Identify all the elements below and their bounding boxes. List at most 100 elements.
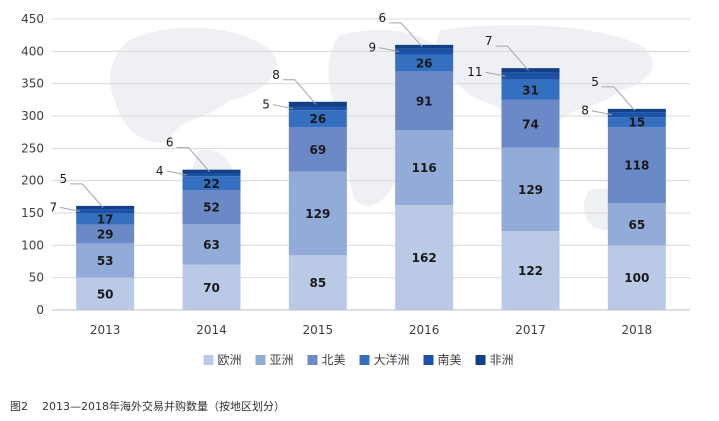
bar-value-label: 65: [628, 218, 645, 232]
y-tick-label: 200: [21, 174, 44, 188]
bar-segment: [76, 243, 135, 278]
x-axis-tick-labels: 2013 2014 2015 2016 2017 2018: [90, 323, 652, 337]
bar-segment: [182, 264, 241, 310]
x-tick-label: 2018: [622, 323, 653, 337]
legend-label: 亚洲: [270, 353, 294, 367]
bar-segment: [395, 44, 454, 49]
bar-value-label: 4: [156, 164, 164, 178]
bar-value-label: 6: [166, 136, 174, 150]
bar-value-label: 69: [309, 143, 326, 157]
x-tick-label: 2013: [90, 323, 121, 337]
legend-swatch: [423, 355, 434, 365]
bar-segment: [395, 54, 454, 72]
bar-value-label: 50: [97, 287, 114, 301]
bar-segment: [288, 106, 347, 111]
y-tick-label: 0: [36, 303, 44, 317]
bar-value-label: 7: [485, 34, 493, 48]
grid-lines: [52, 18, 690, 311]
y-tick-label: 250: [21, 141, 44, 155]
legend-label: 南美: [438, 352, 462, 367]
bar-segment: [607, 126, 666, 204]
bar-value-label: 6: [379, 11, 387, 25]
bar-value-label: 11: [467, 65, 482, 79]
bar-value-label: 129: [305, 207, 330, 221]
bar-value-label: 5: [60, 172, 68, 186]
figure-caption: 图2 2013—2018年海外交易并购数量（按地区划分）: [10, 398, 285, 414]
bar-segment: [182, 223, 241, 265]
legend-item: 南美: [423, 352, 462, 367]
bar-segment: [182, 169, 241, 174]
bar-segment: [76, 277, 135, 310]
bar-segment: [395, 130, 454, 206]
bar-segment: [395, 71, 454, 131]
bar-segment: [607, 203, 666, 246]
bar-segment: [288, 101, 347, 107]
bar-value-label: 70: [203, 281, 220, 295]
y-tick-label: 350: [21, 77, 44, 91]
bar-value-label: 162: [412, 251, 437, 265]
callout-leader-line: [495, 45, 529, 71]
bar-segment: [607, 245, 666, 310]
legend-swatch: [359, 355, 370, 365]
bar-value-label: 26: [416, 56, 433, 70]
bar-value-label: 8: [581, 104, 589, 118]
legend-item: 亚洲: [255, 353, 294, 367]
bar-segment: [501, 147, 560, 232]
bar-segment: [501, 99, 560, 148]
callout-leader-line: [282, 79, 317, 105]
bar-segment: [182, 176, 241, 191]
y-tick-label: 50: [29, 271, 44, 285]
bar-value-label: 122: [518, 264, 543, 278]
bar-segment: [607, 117, 666, 127]
legend-label: 非洲: [490, 353, 514, 367]
bar-segment: [501, 68, 560, 73]
bar-value-label: 8: [272, 68, 280, 82]
legend-label: 欧洲: [218, 353, 242, 367]
legend-item: 北美: [307, 353, 346, 367]
bar-value-label: 31: [522, 83, 539, 97]
x-tick-label: 2014: [196, 323, 227, 337]
x-tick-label: 2017: [515, 323, 546, 337]
bar-segment: [182, 173, 241, 177]
bar-segment: [76, 205, 135, 210]
bar-stack: 85 129 69 26 5 8: [262, 68, 347, 310]
legend-label: 北美: [322, 353, 346, 367]
bar-segment: [76, 213, 135, 225]
legend-swatch: [255, 355, 266, 365]
legend-item: 非洲: [475, 353, 514, 367]
figure-caption-text: 2013—2018年海外交易并购数量（按地区划分）: [42, 400, 285, 413]
bar-value-label: 118: [624, 159, 649, 173]
bar-segment: [501, 72, 560, 80]
bar-segment: [288, 171, 347, 256]
bar-value-label: 74: [522, 117, 539, 131]
bar-segment: [182, 190, 241, 224]
bar-stack: 162 116 91 26 9 6: [369, 11, 454, 310]
bar-value-label: 116: [412, 161, 437, 175]
legend-swatch: [203, 355, 214, 365]
y-tick-label: 450: [21, 12, 44, 26]
bar-value-label: 26: [309, 112, 326, 126]
bar-value-label: 100: [624, 271, 649, 285]
bar-value-label: 15: [628, 116, 645, 130]
bar-segment: [607, 108, 666, 113]
bars: 5053291775706352224685129692658162116912…: [50, 11, 666, 310]
callout-leader-line: [379, 47, 400, 53]
bar-value-label: 17: [97, 213, 114, 227]
callout-leader-line: [166, 170, 187, 176]
bar-value-label: 53: [97, 254, 114, 268]
bar-segment: [395, 205, 454, 310]
callout-leader-line: [176, 147, 210, 172]
bar-segment: [288, 126, 347, 172]
bar-segment: [501, 79, 560, 100]
callout-leader-line: [601, 86, 636, 111]
y-tick-label: 300: [21, 109, 44, 123]
bar-stack: 100 65 118 15 8 5: [581, 75, 666, 310]
bar-value-label: 5: [262, 98, 270, 112]
callout-leader-line: [389, 22, 423, 48]
bar-value-label: 9: [369, 41, 377, 55]
bar-segment: [288, 110, 347, 127]
bar-value-label: 52: [203, 201, 220, 215]
bar-value-label: 22: [203, 177, 220, 191]
